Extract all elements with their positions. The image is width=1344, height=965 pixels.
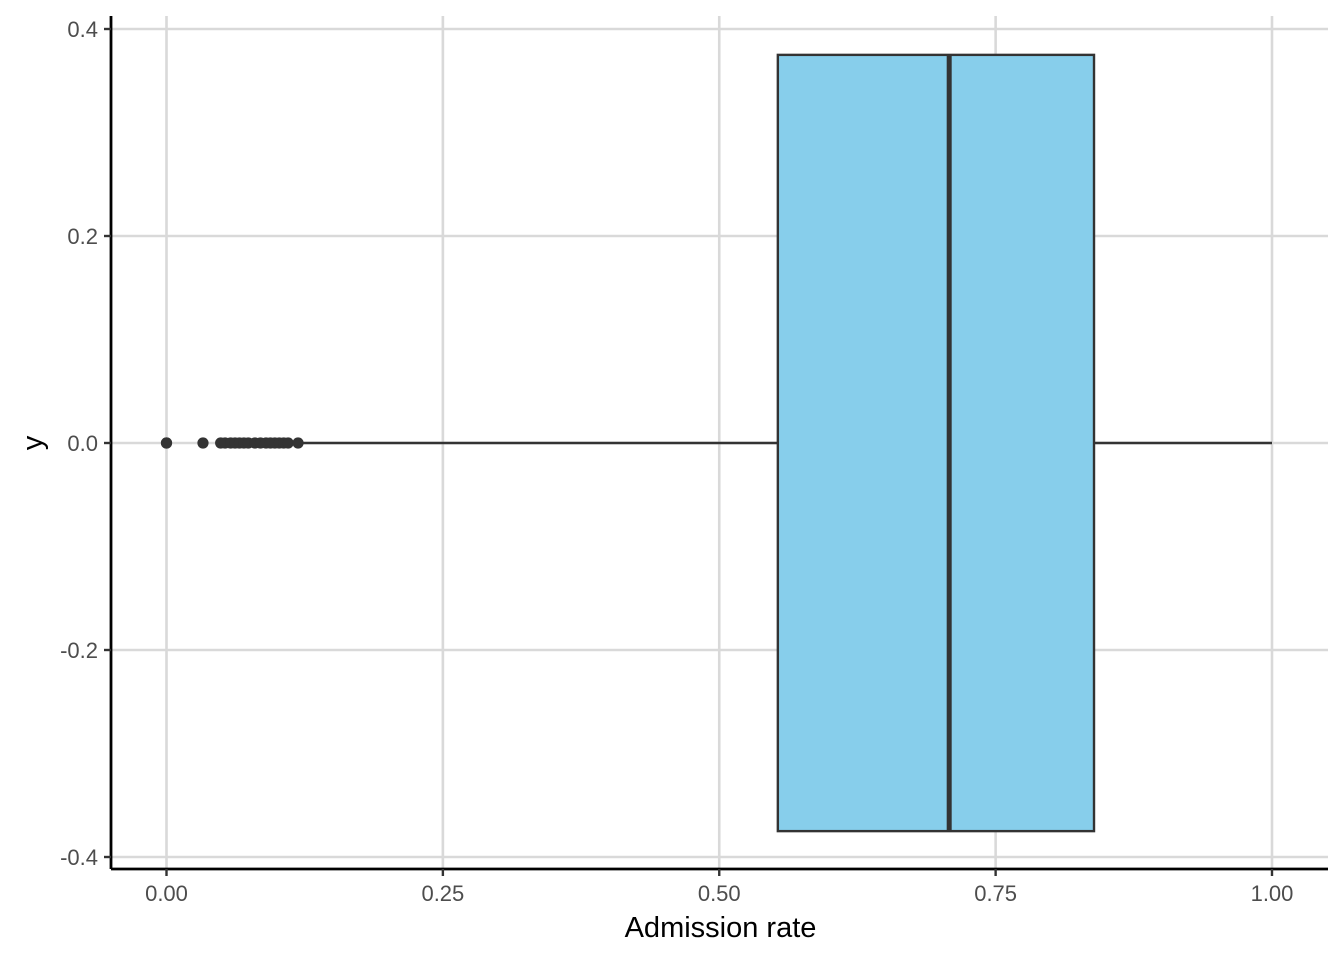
x-tick-label: 0.50 bbox=[698, 881, 741, 906]
boxplot-layer bbox=[161, 55, 1272, 831]
y-tick-label: 0.4 bbox=[67, 17, 98, 42]
y-tick-label: 0.0 bbox=[67, 431, 98, 456]
iqr-box bbox=[778, 55, 1094, 831]
x-tick-label: 1.00 bbox=[1251, 881, 1294, 906]
x-tick-label: 0.00 bbox=[145, 881, 188, 906]
outlier-point bbox=[292, 437, 303, 448]
x-axis-title: Admission rate bbox=[625, 912, 817, 944]
outlier-point bbox=[161, 437, 172, 448]
outlier-point bbox=[197, 437, 208, 448]
outlier-point bbox=[283, 437, 294, 448]
axes: 0.00 0.25 0.50 0.75 1.00 0.4 0.2 0.0 -0.2 -0.4 bbox=[60, 16, 1328, 906]
y-axis-title: y bbox=[17, 435, 49, 450]
y-tick-label: -0.4 bbox=[60, 845, 98, 870]
x-tick-label: 0.25 bbox=[421, 881, 464, 906]
x-tick-label: 0.75 bbox=[974, 881, 1017, 906]
y-tick-label: -0.2 bbox=[60, 638, 98, 663]
y-tick-label: 0.2 bbox=[67, 224, 98, 249]
